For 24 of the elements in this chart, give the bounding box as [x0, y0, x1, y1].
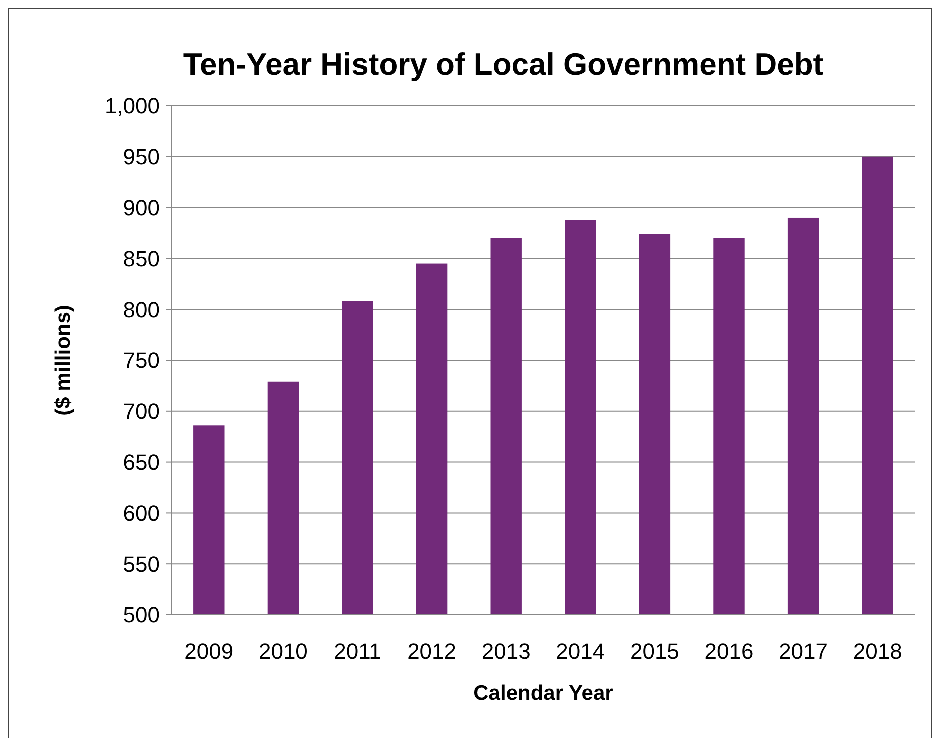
- y-tick-label: 600: [123, 500, 160, 526]
- x-tick-label: 2012: [408, 639, 457, 664]
- x-tick-label: 2016: [704, 639, 754, 664]
- chart-title: Ten-Year History of Local Government Debt: [183, 47, 824, 82]
- x-axis-title: Calendar Year: [474, 682, 614, 705]
- y-tick-label: 950: [123, 144, 160, 170]
- y-tick-label: 700: [123, 399, 160, 424]
- y-tick-label: 800: [123, 297, 160, 322]
- y-tick-label: 1,000: [104, 94, 160, 119]
- x-tick-label: 2015: [630, 639, 680, 664]
- y-tick-label: 850: [123, 246, 160, 272]
- y-tick-label: 750: [123, 348, 160, 374]
- x-tick-label: 2014: [556, 639, 606, 664]
- x-tick-label: 2018: [853, 639, 902, 664]
- y-tick-label: 550: [123, 552, 160, 577]
- x-tick-label: 2010: [258, 639, 308, 664]
- x-tick-label: 2013: [482, 639, 531, 664]
- x-tick-label: 2011: [334, 639, 382, 664]
- x-tick-label: 2017: [779, 639, 828, 664]
- y-tick-label: 650: [123, 450, 160, 475]
- x-tick-label: 2009: [184, 639, 234, 664]
- y-axis-title: ($ millions): [52, 305, 75, 416]
- y-tick-label: 500: [123, 602, 160, 628]
- y-tick-label: 900: [123, 196, 160, 220]
